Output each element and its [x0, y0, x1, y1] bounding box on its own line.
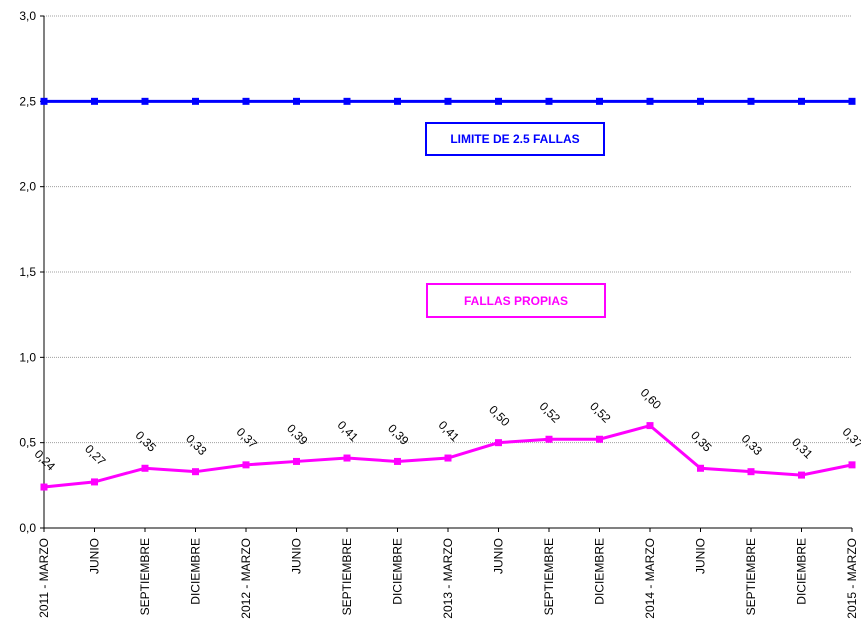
- data-label: 0,52: [537, 399, 564, 426]
- legend-propias-label: FALLAS PROPIAS: [426, 283, 606, 318]
- data-point: [192, 468, 199, 476]
- data-point: [91, 97, 98, 105]
- data-point: [40, 483, 48, 491]
- data-point: [646, 97, 654, 105]
- data-label: 0,27: [82, 442, 109, 469]
- data-label: 0,39: [284, 421, 311, 448]
- x-tick-label: SEPTIEMBRE: [138, 538, 152, 615]
- data-label: 0,35: [688, 428, 715, 455]
- x-tick-label: 2011 - MARZO: [37, 538, 51, 618]
- data-point: [192, 97, 199, 105]
- x-tick-label: JUNIO: [492, 538, 506, 574]
- x-tick-label: JUNIO: [694, 538, 708, 574]
- data-label: 0,31: [789, 435, 816, 462]
- data-point: [697, 97, 704, 105]
- data-point: [545, 435, 553, 443]
- data-label: 0,50: [486, 403, 513, 430]
- data-point: [293, 97, 300, 105]
- data-point: [444, 97, 452, 105]
- x-tick-label: DICIEMBRE: [593, 538, 607, 605]
- data-point: [141, 97, 149, 105]
- x-tick-label: DICIEMBRE: [189, 538, 203, 605]
- y-tick-label: 1,0: [19, 350, 36, 364]
- data-point: [545, 97, 553, 105]
- data-point: [242, 461, 250, 469]
- data-label: 0,35: [133, 428, 160, 455]
- data-label: 0,37: [840, 425, 861, 452]
- data-label: 0,52: [587, 399, 614, 426]
- data-point: [141, 464, 149, 472]
- data-label: 0,33: [739, 432, 766, 459]
- data-point: [596, 435, 603, 443]
- x-tick-label: 2013 - MARZO: [441, 538, 455, 619]
- data-point: [798, 97, 805, 105]
- data-point: [848, 461, 856, 469]
- data-point: [343, 454, 351, 462]
- data-point: [747, 468, 755, 476]
- y-tick-label: 3,0: [19, 9, 36, 23]
- x-tick-label: DICIEMBRE: [795, 538, 809, 605]
- data-point: [242, 97, 250, 105]
- data-label: 0,24: [32, 447, 59, 474]
- x-tick-label: 2012 - MARZO: [239, 538, 253, 619]
- data-point: [40, 97, 48, 105]
- data-point: [596, 97, 603, 105]
- data-point: [646, 422, 654, 430]
- x-tick-label: 2014 - MARZO: [643, 538, 657, 619]
- y-tick-label: 2,5: [19, 94, 36, 108]
- y-tick-label: 1,5: [19, 265, 36, 279]
- data-point: [697, 464, 704, 472]
- data-label: 0,60: [638, 386, 665, 413]
- x-tick-label: JUNIO: [290, 538, 304, 574]
- data-point: [495, 97, 502, 105]
- data-point: [848, 97, 856, 105]
- data-label: 0,39: [385, 421, 412, 448]
- x-tick-label: JUNIO: [88, 538, 102, 574]
- data-point: [394, 97, 401, 105]
- x-tick-label: 2015 - MARZO: [845, 538, 859, 619]
- data-point: [798, 471, 805, 479]
- x-tick-label: SEPTIEMBRE: [340, 538, 354, 615]
- legend-limit-label: LIMITE DE 2.5 FALLAS: [425, 122, 605, 156]
- data-point: [747, 97, 755, 105]
- data-point: [343, 97, 351, 105]
- y-tick-label: 2,0: [19, 180, 36, 194]
- x-tick-label: SEPTIEMBRE: [542, 538, 556, 615]
- data-label: 0,33: [183, 432, 210, 459]
- y-tick-label: 0,5: [19, 436, 36, 450]
- data-point: [444, 454, 452, 462]
- data-label: 0,41: [436, 418, 463, 445]
- data-label: 0,37: [234, 425, 261, 452]
- x-tick-label: SEPTIEMBRE: [744, 538, 758, 615]
- data-point: [394, 457, 401, 465]
- x-tick-label: DICIEMBRE: [391, 538, 405, 605]
- data-point: [495, 439, 502, 447]
- data-label: 0,41: [335, 418, 362, 445]
- data-point: [293, 457, 300, 465]
- y-tick-label: 0,0: [19, 521, 36, 535]
- data-point: [91, 478, 98, 486]
